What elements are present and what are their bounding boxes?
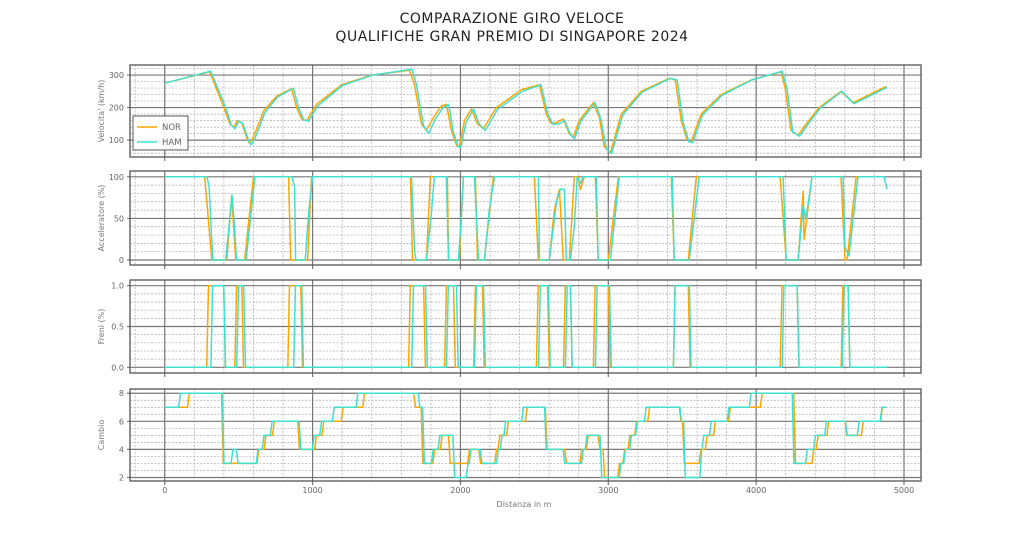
- x-axis-label: Distanza in m: [497, 500, 552, 509]
- speed-panel-frame: [129, 64, 922, 158]
- throttle-y-axis-label: Acceleratore (%): [97, 185, 106, 252]
- legend-label-nor: NOR: [162, 123, 181, 133]
- speed-ytick-label: 100: [109, 136, 124, 145]
- x-tick-label: 4000: [746, 486, 766, 495]
- throttle-ytick-label: 100: [109, 173, 124, 182]
- throttle-ytick-label: 0: [119, 256, 124, 265]
- gear-ytick-label: 4: [119, 445, 124, 454]
- brake-ytick-label: 0.0: [111, 363, 124, 372]
- chart-title-line1: COMPARAZIONE GIRO VELOCE: [400, 11, 625, 27]
- x-tick-label: 3000: [598, 486, 618, 495]
- throttle-panel-frame: [129, 170, 922, 266]
- x-tick-label: 5000: [894, 486, 914, 495]
- gear-ytick-label: 6: [119, 417, 124, 426]
- speed-series-ham: [164, 68, 888, 155]
- brake-series-ham: [164, 284, 887, 369]
- throttle-series-ham: [164, 176, 888, 261]
- brake-ytick-label: 0.5: [111, 323, 124, 332]
- gear-panel-frame: [129, 388, 922, 482]
- speed-series-nor: [164, 69, 887, 154]
- gear-y-axis-label: Cambio: [97, 420, 106, 451]
- x-tick-label: 1000: [302, 486, 322, 495]
- brake-panel-frame: [129, 279, 922, 374]
- legend-box: [132, 115, 189, 151]
- x-tick-label: 0: [162, 486, 167, 495]
- chart-title-line2: QUALIFICHE GRAN PREMIO DI SINGAPORE 2024: [335, 29, 688, 45]
- speed-ytick-label: 200: [109, 104, 124, 113]
- legend-label-ham: HAM: [162, 138, 182, 148]
- brake-ytick-label: 1.0: [111, 282, 124, 291]
- throttle-ytick-label: 50: [114, 214, 124, 223]
- x-tick-label: 2000: [450, 486, 470, 495]
- brake-y-axis-label: Freni (%): [97, 309, 106, 345]
- gear-ytick-label: 8: [119, 389, 124, 398]
- speed-ytick-label: 300: [109, 71, 124, 80]
- gear-series-nor: [164, 392, 885, 479]
- speed-y-axis-label: Velocita' (km/h): [97, 80, 106, 143]
- gear-series-ham: [164, 392, 887, 479]
- gear-ytick-label: 2: [119, 473, 124, 482]
